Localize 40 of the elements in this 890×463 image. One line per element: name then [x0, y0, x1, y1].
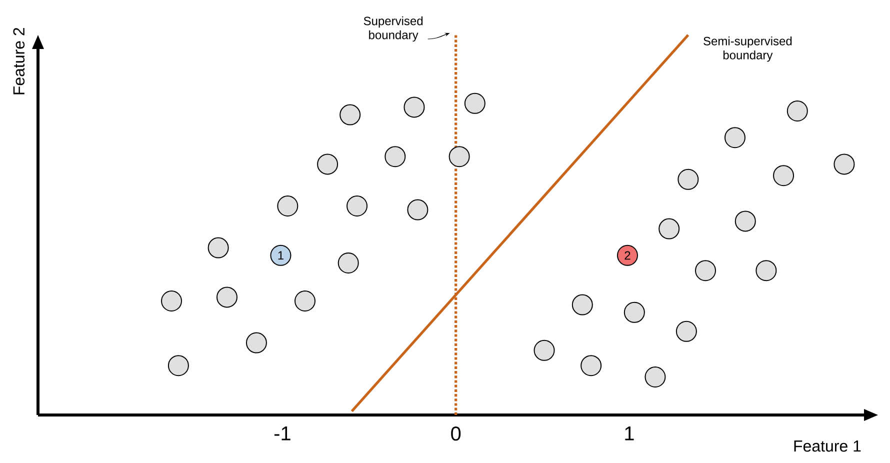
point — [407, 199, 428, 220]
point — [246, 332, 267, 354]
series-label: Semi-supervised boundary — [704, 36, 792, 62]
ref-line-label: Supervised boundary — [364, 16, 423, 42]
point — [161, 290, 182, 312]
point — [317, 154, 338, 175]
point — [168, 355, 189, 376]
point — [216, 286, 238, 308]
y-axis-title: Feature 2 — [13, 28, 25, 94]
point — [676, 320, 697, 342]
point — [644, 366, 666, 388]
point — [384, 146, 406, 168]
point — [724, 127, 746, 148]
point — [658, 218, 680, 240]
point — [773, 165, 794, 186]
point — [678, 168, 699, 190]
x-tick-label: 1 — [625, 426, 634, 440]
point — [786, 100, 808, 122]
point — [534, 340, 555, 361]
point — [572, 294, 593, 316]
point — [624, 302, 645, 323]
point — [404, 96, 425, 118]
point — [834, 154, 855, 175]
point — [277, 196, 298, 216]
point — [464, 92, 486, 114]
x-tick-label: 0 — [451, 426, 461, 441]
annotation: 2 — [624, 251, 630, 260]
x-tick-label: -1 — [274, 426, 290, 440]
point — [448, 146, 470, 168]
point — [734, 210, 756, 232]
point — [338, 252, 359, 274]
point — [294, 290, 316, 312]
point — [580, 355, 602, 376]
x-axis-title: Feature 1 — [794, 440, 861, 452]
point — [695, 260, 716, 282]
point — [208, 237, 229, 258]
point — [756, 260, 777, 282]
point — [346, 196, 368, 216]
annotation: 1 — [278, 251, 284, 260]
point — [340, 104, 361, 126]
